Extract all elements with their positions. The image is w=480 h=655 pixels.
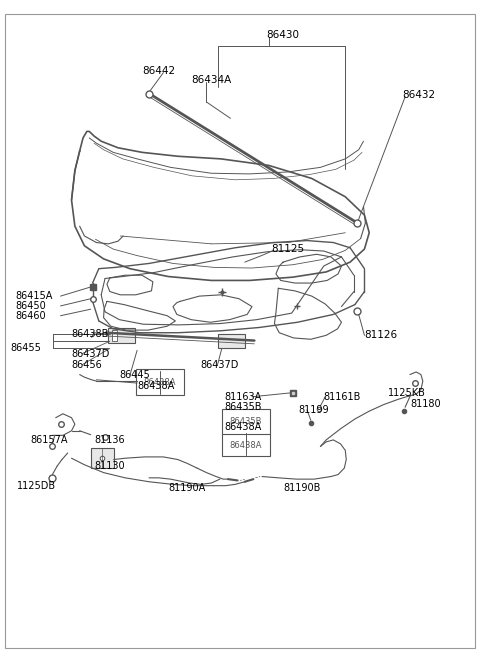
Bar — [218, 334, 245, 348]
Text: 86437D: 86437D — [72, 348, 110, 359]
FancyBboxPatch shape — [222, 434, 270, 457]
Text: 81136: 81136 — [94, 435, 125, 445]
Text: 81163A: 81163A — [225, 392, 262, 402]
Text: 86460: 86460 — [15, 310, 46, 321]
Text: 81125: 81125 — [271, 244, 304, 254]
Text: 86435B: 86435B — [229, 417, 262, 426]
Text: 81180: 81180 — [410, 399, 441, 409]
Text: 86450: 86450 — [15, 301, 46, 311]
Text: 81199: 81199 — [299, 405, 329, 415]
Text: 86435B: 86435B — [225, 402, 262, 412]
Text: 86438B: 86438B — [72, 329, 109, 339]
Text: 86438A: 86438A — [137, 381, 174, 391]
Text: 86442: 86442 — [142, 66, 175, 76]
Text: 81130: 81130 — [94, 461, 125, 471]
Text: 86455: 86455 — [10, 343, 41, 354]
Text: 86438A: 86438A — [229, 441, 262, 449]
Bar — [112, 330, 118, 341]
Text: 86438A: 86438A — [225, 422, 262, 432]
Text: 1125DB: 1125DB — [17, 481, 57, 491]
Text: 86157A: 86157A — [30, 435, 68, 445]
Text: 81190B: 81190B — [283, 483, 321, 493]
Text: 1125KB: 1125KB — [388, 388, 426, 398]
Bar — [91, 449, 114, 468]
Text: 86456: 86456 — [72, 360, 102, 370]
Text: 86430: 86430 — [266, 29, 300, 40]
Text: 86432: 86432 — [403, 90, 436, 100]
FancyBboxPatch shape — [222, 409, 270, 435]
Text: 86438A: 86438A — [144, 378, 176, 387]
Text: 86445: 86445 — [120, 370, 150, 380]
Text: 86415A: 86415A — [15, 291, 52, 301]
Text: 81190A: 81190A — [168, 483, 205, 493]
Text: 86437D: 86437D — [201, 360, 239, 370]
Text: 86434A: 86434A — [191, 75, 231, 85]
Text: 81126: 81126 — [364, 330, 397, 341]
Bar — [108, 328, 135, 343]
Text: 81161B: 81161B — [324, 392, 361, 402]
FancyBboxPatch shape — [136, 369, 183, 396]
